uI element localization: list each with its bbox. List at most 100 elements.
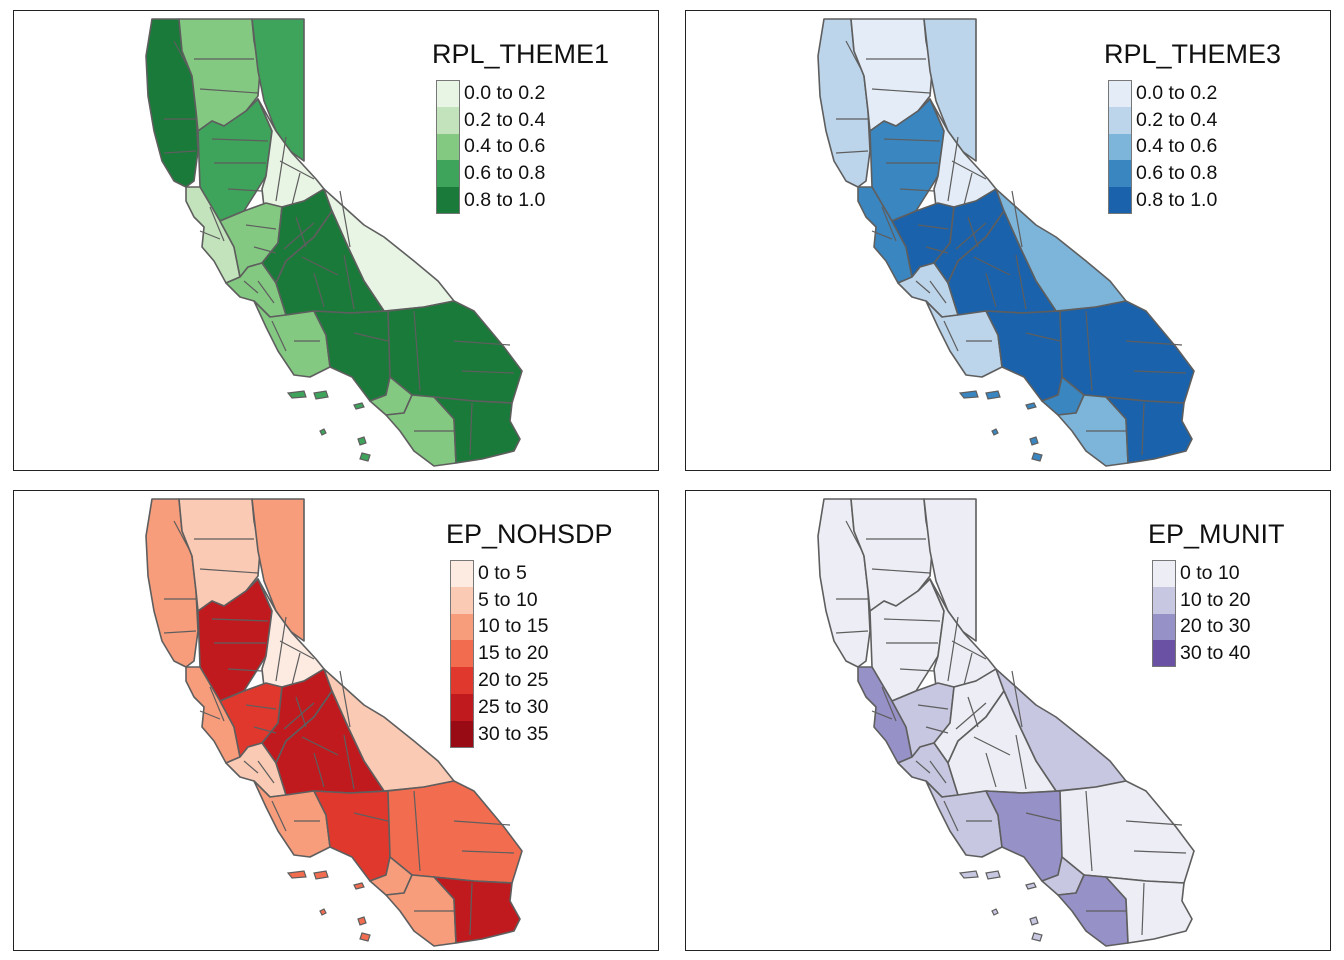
county-boundary-line <box>963 652 973 686</box>
county-boundary-line <box>227 188 263 192</box>
legend: RPL_THEME1 0.0 to 0.2 0.2 to 0.4 0.4 to 0.… <box>432 39 609 214</box>
county-boundary-line <box>929 760 947 784</box>
legend-label: 0.6 to 0.8 <box>464 162 546 185</box>
legend-label: 0.2 to 0.4 <box>464 108 546 131</box>
county-boundary-line <box>339 190 351 248</box>
map-panel-rpl-theme1: RPL_THEME1 0.0 to 0.2 0.2 to 0.4 0.4 to 0.… <box>13 10 659 471</box>
legend-title: RPL_THEME1 <box>432 39 610 69</box>
legend-label: 0.4 to 0.6 <box>464 135 546 158</box>
region-island <box>353 402 365 410</box>
region-island <box>1031 932 1043 942</box>
county-boundary-line <box>883 138 941 142</box>
county-boundaries <box>163 520 515 936</box>
county-boundary-line <box>985 272 997 308</box>
county-boundary-line <box>1025 812 1061 822</box>
legend-item: 0.8 to 1.0 <box>1108 187 1281 214</box>
legend-item: 0.4 to 0.6 <box>1108 133 1281 161</box>
region-island <box>286 870 307 879</box>
legend-swatch <box>1108 106 1132 134</box>
county-boundary-line <box>271 800 287 832</box>
legend-item: 0.8 to 1.0 <box>436 187 609 214</box>
county-boundary-line <box>243 280 259 294</box>
county-boundary-line <box>257 280 275 304</box>
legend-swatch <box>1108 133 1132 161</box>
county-boundary-line <box>291 172 301 206</box>
county-boundary-line <box>245 704 277 710</box>
choropleth-map <box>145 18 523 467</box>
legend-label: 0 to 10 <box>1180 561 1240 584</box>
county-boundary-line <box>973 256 1011 276</box>
county-boundary-line <box>209 686 225 722</box>
region-island <box>319 908 327 916</box>
county-boundary-line <box>279 160 315 180</box>
region-island <box>1029 916 1039 926</box>
region-island <box>985 390 1001 400</box>
county-boundary-line <box>917 224 949 230</box>
county-boundary-line <box>343 254 355 310</box>
legend-item: 5 to 10 <box>450 586 613 614</box>
legend-swatch <box>1152 586 1176 614</box>
legend-label: 30 to 40 <box>1180 642 1251 665</box>
legend-label: 0 to 5 <box>478 561 527 584</box>
county-boundary-line <box>917 704 949 710</box>
legend-title: EP_MUNIT <box>1148 519 1285 549</box>
choropleth-map <box>817 498 1195 947</box>
region-bay-area <box>857 666 913 764</box>
legend-item: 0.4 to 0.6 <box>436 133 609 161</box>
region-inland-empire <box>387 780 523 884</box>
region-island <box>991 428 999 436</box>
county-boundary-line <box>943 800 959 832</box>
legend-item: 0.0 to 0.2 <box>436 80 609 107</box>
county-boundary-line <box>871 88 931 94</box>
region-bay-area <box>185 666 241 764</box>
county-boundary-line <box>343 734 355 790</box>
legend-swatch <box>1152 613 1176 641</box>
region-bay-area <box>857 186 913 284</box>
legend-swatch <box>436 160 460 188</box>
county-boundary-line <box>469 402 473 456</box>
legend-item: 15 to 20 <box>450 640 613 668</box>
region-island <box>1025 402 1037 410</box>
county-boundary-line <box>943 320 959 352</box>
county-boundary-line <box>243 760 259 774</box>
county-boundary-line <box>199 710 221 720</box>
legend-label: 30 to 35 <box>478 722 549 745</box>
choropleth-map <box>145 498 523 947</box>
legend-item: 0.6 to 0.8 <box>436 160 609 188</box>
legend-swatch <box>450 586 474 614</box>
county-boundary-line <box>199 568 259 574</box>
region-island <box>991 908 999 916</box>
county-boundary-line <box>275 136 287 202</box>
county-boundary-line <box>413 310 421 392</box>
legend-swatch <box>436 133 460 161</box>
region-island <box>313 870 329 880</box>
county-boundary-line <box>173 520 191 552</box>
legend-item: 10 to 20 <box>1152 586 1285 614</box>
legend-label: 0.0 to 0.2 <box>1136 81 1218 104</box>
county-boundary-line <box>845 520 863 552</box>
legend-item: 0 to 10 <box>1152 560 1285 587</box>
legend-label: 15 to 20 <box>478 642 549 665</box>
county-boundary-line <box>835 630 869 634</box>
legend-label: 0.2 to 0.4 <box>1136 108 1218 131</box>
legend-label: 0.8 to 1.0 <box>464 189 546 212</box>
county-boundary-line <box>881 686 897 722</box>
county-boundary-line <box>947 136 959 202</box>
county-boundary-line <box>291 652 301 686</box>
county-boundaries <box>835 40 1187 456</box>
county-boundary-line <box>915 280 931 294</box>
county-boundary-line <box>461 850 515 854</box>
county-boundary-line <box>899 188 935 192</box>
county-boundary-line <box>1141 882 1145 936</box>
region-island <box>357 916 367 926</box>
region-island <box>1031 452 1043 462</box>
region-island <box>286 390 307 399</box>
legend-label: 0.4 to 0.6 <box>1136 135 1218 158</box>
county-boundary-line <box>313 752 325 788</box>
legend-item: 0.6 to 0.8 <box>1108 160 1281 188</box>
county-boundary-line <box>253 726 277 734</box>
legend-label: 10 to 20 <box>1180 588 1251 611</box>
legend-label: 0.0 to 0.2 <box>464 81 546 104</box>
region-island <box>1029 436 1039 446</box>
legend-swatch <box>436 106 460 134</box>
